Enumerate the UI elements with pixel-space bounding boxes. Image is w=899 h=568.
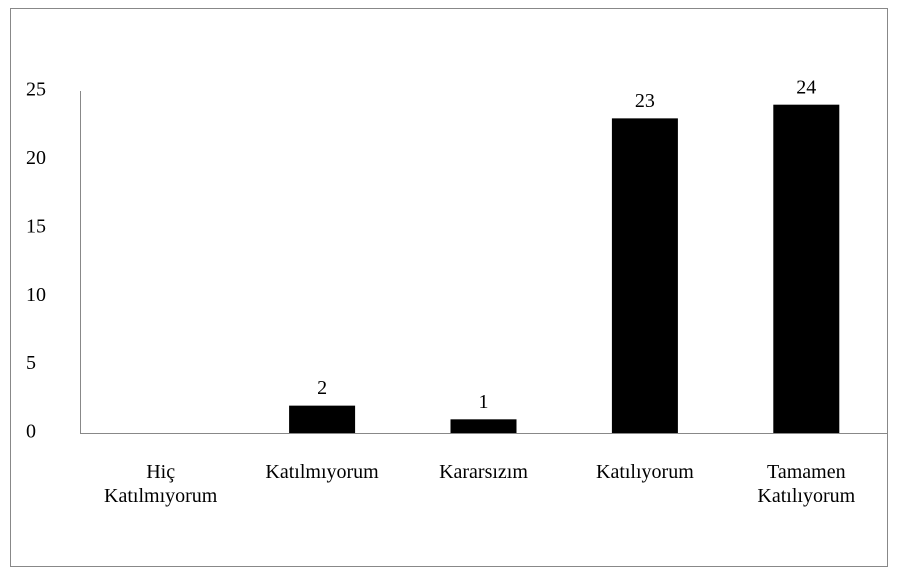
y-tick-label: 5 (26, 352, 36, 374)
chart-border (10, 8, 888, 567)
x-tick-label: Katılmıyorum (265, 461, 379, 483)
y-tick-label: 25 (26, 79, 46, 101)
y-tick-label: 10 (26, 284, 46, 306)
bar (773, 104, 840, 434)
data-label: 23 (635, 90, 655, 112)
x-tick-label: Tamamen Katılıyorum (757, 461, 856, 507)
bar (450, 419, 517, 433)
x-tick-label: Katılıyorum (596, 461, 694, 483)
x-tick-label: Hiç Katılmıyorum (104, 461, 218, 507)
y-tick-label: 0 (26, 421, 36, 443)
bar (611, 118, 678, 434)
data-label: 24 (796, 76, 816, 98)
data-label: 1 (479, 391, 489, 413)
bar (289, 405, 356, 433)
y-tick-label: 15 (26, 215, 46, 237)
y-tick-label: 20 (26, 147, 46, 169)
data-label: 2 (317, 377, 327, 399)
x-tick-label: Kararsızım (439, 461, 528, 483)
